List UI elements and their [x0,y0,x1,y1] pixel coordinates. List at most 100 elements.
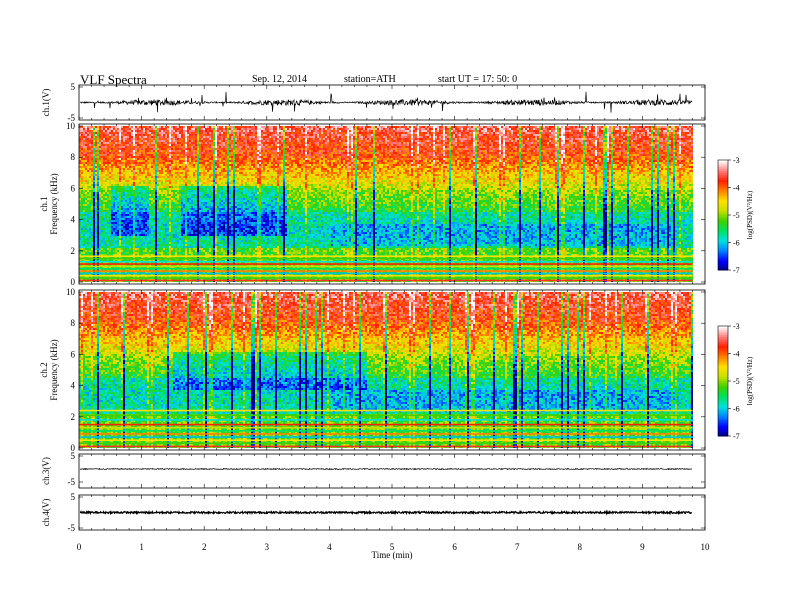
spectrogram-cell [163,136,165,138]
spectrogram-cell [155,248,157,250]
spectrogram-cell [97,250,99,252]
spectrogram-cell [201,264,203,266]
spectrogram-cell [113,206,115,208]
spectrogram-cell [193,236,195,238]
spectrogram-cell [103,126,105,128]
spectrogram-cell [175,216,177,218]
spectrogram-cell [199,248,201,250]
spectrogram-cell [79,166,81,168]
spectrogram-cell [179,184,181,186]
spectrogram-cell [83,126,85,128]
spectrogram-cell [91,234,93,236]
spectrogram-cell [85,238,87,240]
spectrogram-cell [149,234,151,236]
spectrogram-cell [91,218,93,220]
spectrogram-cell [123,228,125,230]
spectrogram-cell [99,126,101,128]
spectrogram-cell [129,278,131,280]
spectrogram-cell [145,222,147,224]
spectrogram-cell [119,214,121,216]
spectrogram-cell [199,230,201,232]
spectrogram-cell [185,192,187,194]
spectrogram-cell [149,156,151,158]
spectrogram-cell [151,200,153,202]
spectrogram-cell [197,212,199,214]
spectrogram-cell [143,234,145,236]
spectrogram-cell [93,244,95,246]
spectrogram-cell [105,220,107,222]
spectrogram-cell [157,230,159,232]
spectrogram-cell [191,154,193,156]
spectrogram-cell [155,154,157,156]
spectrogram-cell [135,152,137,154]
spectrogram-cell [157,278,159,280]
spectrogram-cell [99,166,101,168]
spectrogram-cell [147,158,149,160]
spectrogram-cell [139,248,141,250]
spectrogram-cell [149,126,151,128]
spectrogram-cell [201,170,203,172]
spectrogram-cell [161,210,163,212]
spectrogram-cell [117,224,119,226]
spectrogram-cell [129,246,131,248]
spectrogram-cell [179,252,181,254]
spectrogram-cell [169,254,171,256]
spectrogram-cell [91,178,93,180]
spectrogram-cell [99,220,101,222]
spectrogram-cell [163,216,165,218]
spectrogram-cell [191,188,193,190]
spectrogram-cell [111,240,113,242]
spectrogram-cell [133,218,135,220]
spectrogram-cell [195,200,197,202]
spectrogram-cell [153,140,155,142]
spectrogram-cell [183,184,185,186]
spectrogram-cell [143,182,145,184]
spectrogram-cell [155,132,157,134]
spectrogram-cell [191,180,193,182]
spectrogram-cell [115,132,117,134]
spectrogram-cell [195,148,197,150]
spectrogram-cell [111,172,113,174]
spectrogram-cell [97,126,99,128]
spectrogram-cell [177,180,179,182]
spectrogram-cell [129,172,131,174]
spectrogram-cell [175,186,177,188]
spectrogram-cell [117,262,119,264]
spectrogram-cell [161,178,163,180]
spectrogram-cell [187,238,189,240]
spectrogram-cell [129,262,131,264]
spectrogram-cell [121,202,123,204]
spectrogram-cell [191,212,193,214]
spectrogram-cell [177,146,179,148]
spectrogram-cell [113,200,115,202]
spectrogram-cell [123,184,125,186]
spectrogram-cell [97,176,99,178]
spectrogram-cell [99,204,101,206]
spectrogram-cell [181,176,183,178]
spectrogram-cell [97,254,99,256]
spectrogram-cell [141,148,143,150]
spectrogram-cell [151,250,153,252]
spectrogram-cell [133,222,135,224]
spectrogram-cell [131,204,133,206]
spectrogram-cell [177,164,179,166]
spectrogram-cell [101,176,103,178]
spectrogram-cell [171,134,173,136]
spectrogram-cell [79,264,81,266]
spectrogram-cell [195,232,197,234]
spectrogram-cell [173,244,175,246]
spectrogram-cell [177,262,179,264]
spectrogram-cell [193,244,195,246]
spectrogram-cell [109,222,111,224]
spectrogram-cell [81,226,83,228]
spectrogram-cell [147,144,149,146]
spectrogram-cell [105,200,107,202]
spectrogram-cell [107,214,109,216]
spectrogram-cell [151,180,153,182]
spectrogram-cell [111,216,113,218]
spectrogram-cell [143,186,145,188]
spectrogram-cell [133,130,135,132]
spectrogram-cell [133,228,135,230]
spectrogram-cell [157,244,159,246]
spectrogram-cell [123,190,125,192]
